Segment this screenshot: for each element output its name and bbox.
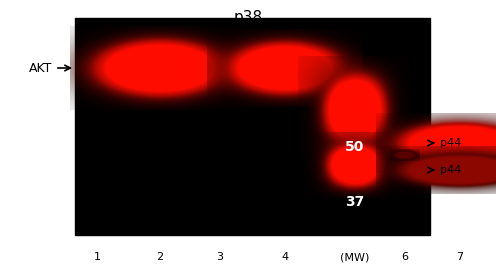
Text: p44: p44 — [440, 138, 461, 148]
Text: p38: p38 — [234, 10, 262, 25]
Text: 3: 3 — [216, 252, 224, 262]
Text: 1: 1 — [94, 252, 101, 262]
Text: 7: 7 — [456, 252, 464, 262]
Text: 6: 6 — [401, 252, 409, 262]
Text: AKT: AKT — [29, 62, 52, 75]
Bar — [75, 18, 430, 235]
Text: 2: 2 — [156, 252, 164, 262]
Text: 50: 50 — [345, 140, 365, 154]
Text: (MW): (MW) — [340, 252, 370, 262]
Text: 37: 37 — [345, 195, 365, 209]
Text: 4: 4 — [281, 252, 289, 262]
Text: p44: p44 — [440, 165, 461, 175]
